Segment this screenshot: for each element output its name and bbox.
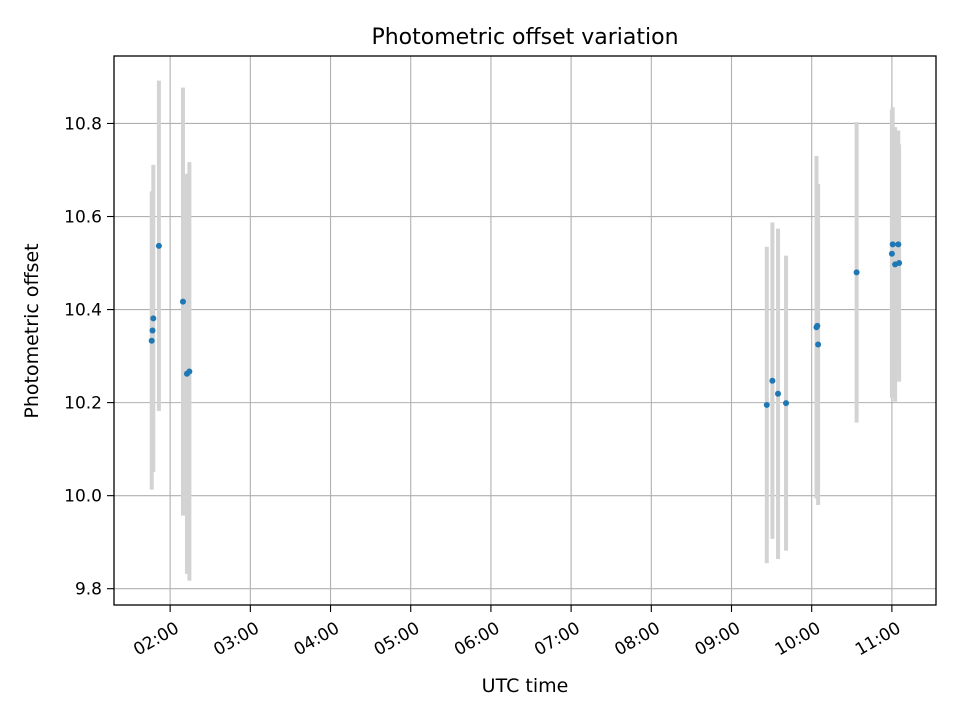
data-point: [155, 242, 162, 249]
data-point: [763, 401, 770, 408]
data-point: [815, 341, 822, 348]
data-point: [896, 260, 903, 267]
y-axis-label: Photometric offset: [21, 243, 43, 418]
data-point: [814, 322, 821, 329]
data-point: [769, 377, 776, 384]
y-axis: 9.8 10.0 10.2 10.4 10.6 10.8: [64, 114, 114, 600]
data-point: [889, 241, 896, 248]
y-tick-label: 10.8: [64, 114, 102, 134]
y-tick-label: 10.0: [64, 487, 102, 507]
data-point: [853, 269, 860, 276]
data-point: [895, 241, 902, 248]
data-point: [148, 337, 155, 344]
data-point: [775, 390, 782, 397]
data-points: [148, 241, 903, 408]
data-point: [179, 298, 186, 305]
data-point: [783, 400, 790, 407]
data-point: [150, 315, 157, 322]
y-tick-label: 10.4: [64, 301, 102, 321]
chart-title: Photometric offset variation: [371, 25, 678, 50]
y-tick-label: 9.8: [75, 580, 102, 600]
data-point: [186, 368, 193, 375]
x-axis-label: UTC time: [482, 675, 569, 697]
y-tick-label: 10.6: [64, 208, 102, 228]
plot-area-frame: [113, 55, 937, 606]
data-point: [888, 250, 895, 257]
data-point: [149, 327, 156, 334]
y-tick-label: 10.2: [64, 394, 102, 414]
